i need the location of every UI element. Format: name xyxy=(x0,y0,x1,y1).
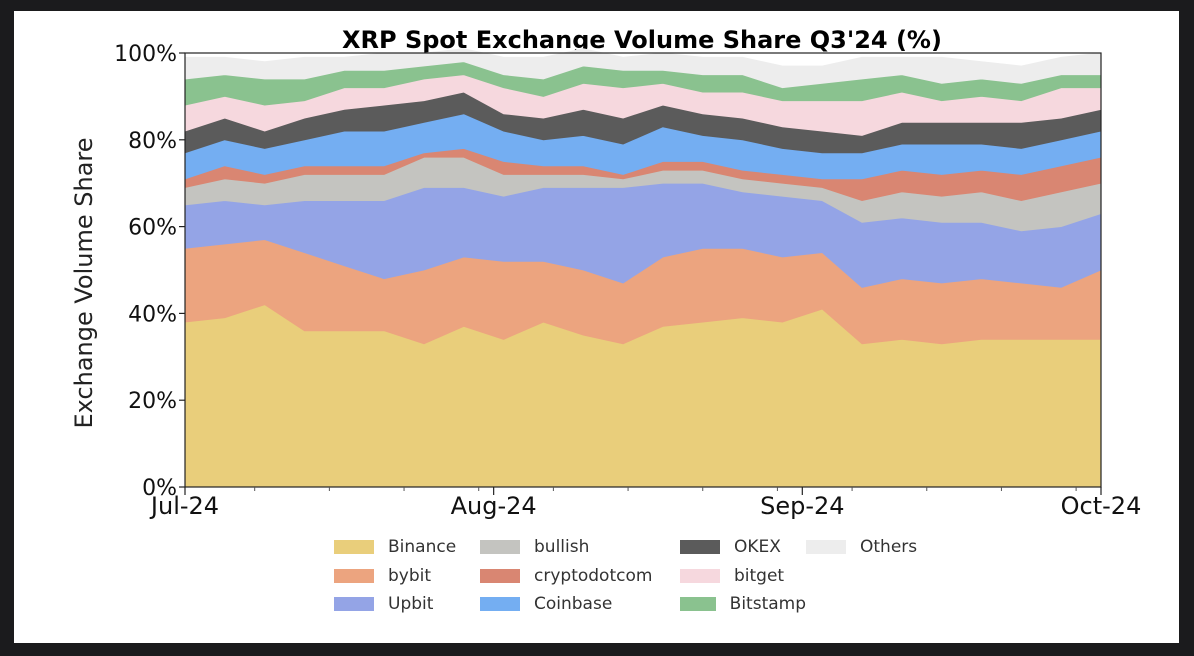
legend-swatch xyxy=(680,597,716,612)
legend-swatch xyxy=(680,540,720,555)
x-tick-label: Jul-24 xyxy=(149,492,219,520)
y-tick-label: 0% xyxy=(142,476,177,501)
legend-swatch xyxy=(680,568,720,583)
plot-border xyxy=(184,52,1102,488)
legend-item-bitstamp: Bitstamp xyxy=(680,590,806,619)
chart-frame: XRP Spot Exchange Volume Share Q3'24 (%)… xyxy=(14,11,1179,643)
legend-item-binance: Binance xyxy=(334,533,480,562)
legend-label: bitget xyxy=(734,565,785,586)
x-tick-label: Sep-24 xyxy=(760,492,844,520)
legend-item-bitget: bitget xyxy=(680,562,806,591)
legend-swatch xyxy=(334,597,374,612)
legend-label: Binance xyxy=(388,537,457,558)
chart-svg: XRP Spot Exchange Volume Share Q3'24 (%)… xyxy=(70,26,1141,520)
legend-swatch xyxy=(334,568,374,583)
legend-label: Coinbase xyxy=(534,594,613,615)
y-tick-label: 60% xyxy=(128,216,177,241)
legend-item-bybit: bybit xyxy=(334,562,480,591)
y-tick-label: 20% xyxy=(128,389,177,414)
legend-label: OKEX xyxy=(734,537,781,558)
legend-swatch xyxy=(480,597,520,612)
legend-item-bullish: bullish xyxy=(480,533,680,562)
legend-label: Others xyxy=(860,537,918,558)
chart-title: XRP Spot Exchange Volume Share Q3'24 (%) xyxy=(342,26,942,54)
y-axis-label: Exchange Volume Share xyxy=(70,137,98,428)
legend-label: Upbit xyxy=(388,594,434,615)
chart-legend: Binance bybit Upbit bullish cryptodotcom Coin… xyxy=(334,533,956,619)
legend-item-coinbase: Coinbase xyxy=(480,590,680,619)
legend-swatch xyxy=(480,568,520,583)
legend-label: bybit xyxy=(388,565,432,586)
x-tick-label: Aug-24 xyxy=(451,492,537,520)
legend-item-others: Others xyxy=(806,533,956,562)
axes-layer: 0% 20% 40% 60% 80% 100% Jul-24 Aug-24 Sep-24 Oct-… xyxy=(114,42,1141,520)
y-tick-label: 80% xyxy=(128,129,177,154)
legend-label: bullish xyxy=(534,537,590,558)
legend-swatch xyxy=(480,540,520,555)
legend-swatch xyxy=(334,540,374,555)
legend-label: Bitstamp xyxy=(729,594,806,615)
y-tick-label: 40% xyxy=(128,302,177,327)
y-tick-label: 100% xyxy=(114,42,177,67)
legend-label: cryptodotcom xyxy=(534,565,653,586)
x-tick-label: Oct-24 xyxy=(1061,492,1142,520)
legend-swatch xyxy=(806,540,846,555)
legend-item-upbit: Upbit xyxy=(334,590,480,619)
legend-item-okex: OKEX xyxy=(680,533,806,562)
legend-item-cryptodotcom: cryptodotcom xyxy=(480,562,680,591)
areas-layer xyxy=(184,48,1102,488)
